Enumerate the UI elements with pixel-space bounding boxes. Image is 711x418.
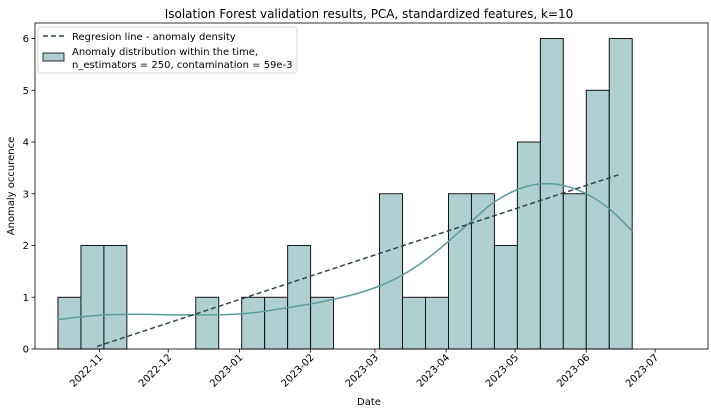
- histogram-bar-16: [425, 296, 449, 350]
- histogram-bar-17: [448, 193, 472, 350]
- legend-regression-label: Regresion line - anomaly density: [72, 32, 236, 43]
- bars-layer: [57, 38, 633, 350]
- histogram-bar-22: [562, 193, 587, 350]
- histogram-bar-0: [57, 296, 82, 350]
- legend-histogram-label-line-2: n_estimators = 250, contamination = 59e-…: [72, 60, 293, 71]
- histogram-bar-11: [310, 296, 335, 350]
- legend: Regresion line - anomaly density Anomaly…: [37, 26, 298, 74]
- histogram-bar-14: [379, 193, 403, 350]
- histogram-bar-6: [195, 296, 220, 350]
- kde-curve: [57, 182, 633, 321]
- legend-histogram-label-line-1: Anomaly distribution within the time,: [72, 47, 258, 58]
- y-tick-label-6: 6: [23, 34, 29, 45]
- y-axis-label: Anomaly occurence: [6, 137, 17, 236]
- y-axis-ticks: 0 1 2 3 4 5 6: [23, 34, 35, 356]
- legend-frame: [37, 26, 298, 74]
- histogram-bar-19: [493, 245, 518, 350]
- y-tick-label-4: 4: [23, 138, 29, 149]
- histogram-bar-9: [264, 296, 289, 350]
- histogram-bar-21: [539, 38, 564, 350]
- y-tick-label-2: 2: [23, 241, 29, 252]
- plot-frame: [34, 22, 709, 350]
- y-tick-label-1: 1: [23, 293, 29, 304]
- x-axis-label: Date: [357, 397, 381, 408]
- legend-histogram-swatch: [42, 52, 65, 62]
- chart-title: Isolation Forest validation results, PCA…: [165, 7, 574, 21]
- legend-histogram-label: Anomaly distribution within the time, n_…: [72, 47, 293, 71]
- y-tick-label-5: 5: [23, 86, 29, 97]
- histogram-bar-15: [402, 296, 426, 350]
- histogram-bar-1: [80, 245, 105, 350]
- histogram-bar-18: [470, 193, 495, 350]
- histogram-bar-23: [585, 89, 610, 350]
- y-tick-label-3: 3: [23, 189, 29, 200]
- regression-layer: [96, 173, 621, 348]
- histogram-bar-8: [241, 296, 266, 350]
- histogram-bar-20: [516, 141, 541, 350]
- y-tick-label-0: 0: [23, 345, 29, 356]
- histogram-bar-24: [608, 38, 633, 350]
- kde-layer: [57, 182, 633, 321]
- histogram-bar-2: [103, 245, 128, 350]
- histogram-bar-10: [287, 245, 312, 350]
- regression-line: [96, 173, 621, 348]
